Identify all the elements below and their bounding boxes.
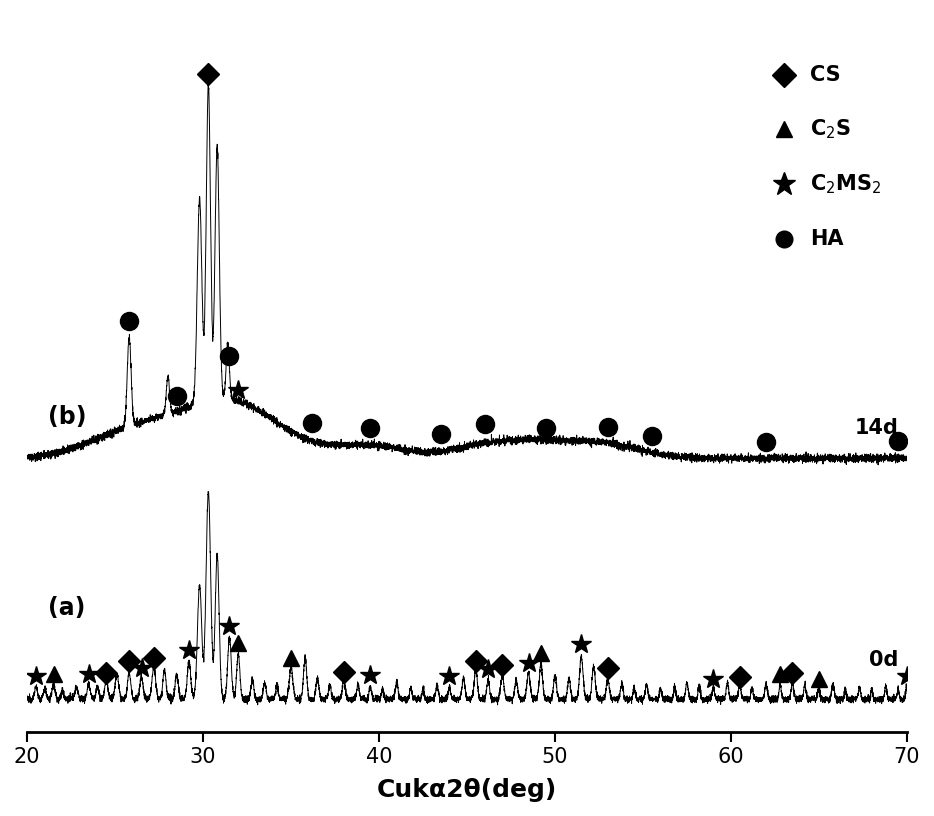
Text: 14d: 14d (855, 418, 899, 437)
X-axis label: Cukα2θ(deg): Cukα2θ(deg) (377, 778, 557, 802)
Text: (a): (a) (49, 596, 86, 620)
Text: (b): (b) (49, 405, 87, 428)
Text: CS: CS (810, 64, 841, 85)
Text: 0d: 0d (869, 650, 899, 670)
Text: C$_2$S: C$_2$S (810, 118, 851, 141)
Text: C$_2$MS$_2$: C$_2$MS$_2$ (810, 172, 882, 196)
Text: HA: HA (810, 229, 843, 249)
